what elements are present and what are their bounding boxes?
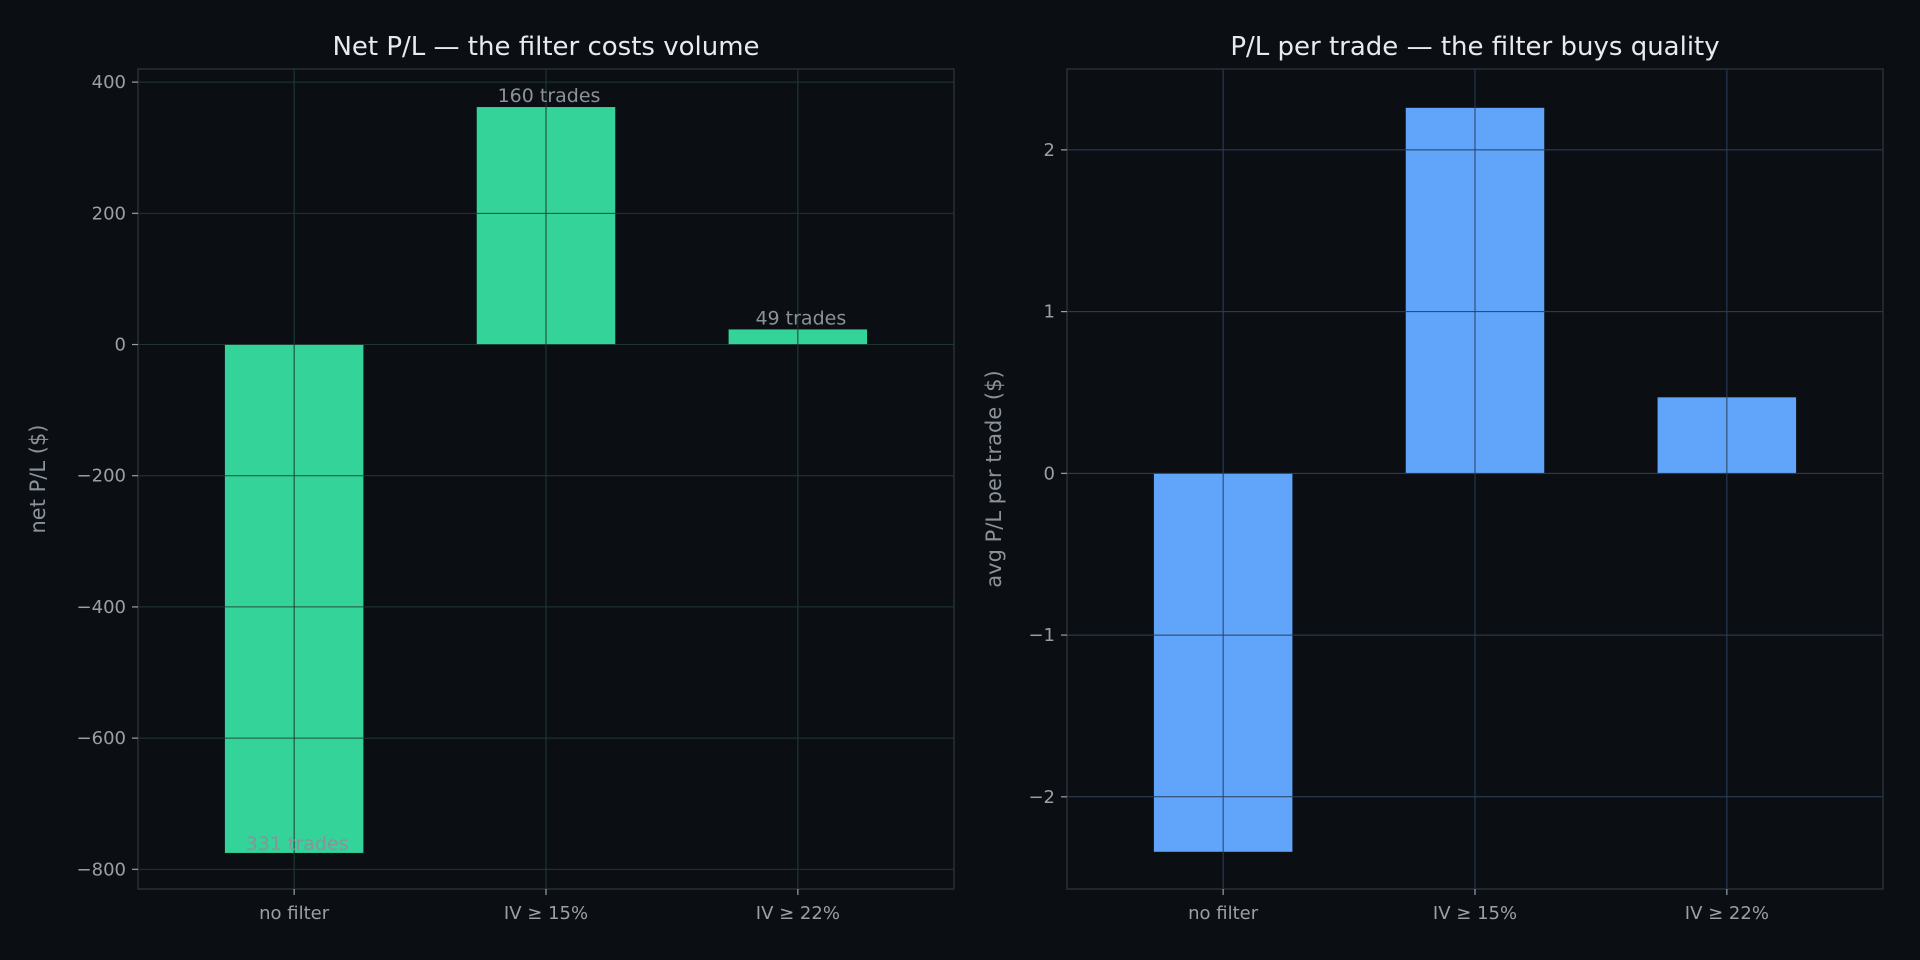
y-tick-label: 400 xyxy=(92,72,126,93)
x-tick-label: IV ≥ 15% xyxy=(504,903,588,924)
net-pl-panel: −800 −600 −400 −200 0 200 400 no filter IV ≥ 15%… xyxy=(26,32,955,924)
y-tick-label: −400 xyxy=(77,597,126,618)
chart-title: Net P/L — the filter costs volume xyxy=(332,32,759,62)
y-axis-label: net P/L ($) xyxy=(26,425,50,534)
x-tick-label: IV ≥ 22% xyxy=(1685,903,1769,924)
x-tick-label: no filter xyxy=(259,903,330,924)
bar-annotation-0: 331 trades xyxy=(246,833,349,855)
y-tick-label: 0 xyxy=(1044,463,1055,484)
y-tick-label: −2 xyxy=(1028,787,1055,808)
x-tick-label: IV ≥ 15% xyxy=(1433,903,1517,924)
y-tick-label: −200 xyxy=(77,466,126,487)
x-tick-label: no filter xyxy=(1188,903,1259,924)
y-tick-label: 0 xyxy=(115,335,126,356)
y-axis-label: avg P/L per trade ($) xyxy=(982,370,1006,587)
bar-annotation-2: 49 trades xyxy=(755,307,846,329)
y-tick-label: 200 xyxy=(92,203,126,224)
y-tick-label: 2 xyxy=(1044,140,1055,161)
y-tick-label: −600 xyxy=(77,728,126,749)
bar-annotation-1: 160 trades xyxy=(498,85,601,107)
chart-title: P/L per trade — the filter buys quality xyxy=(1230,32,1719,62)
y-tick-label: −800 xyxy=(77,859,126,880)
y-tick-label: −1 xyxy=(1028,625,1055,646)
per-trade-panel: −2 −1 0 1 2 no filter IV ≥ 15% IV ≥ 22% P/L per … xyxy=(982,32,1884,924)
y-tick-label: 1 xyxy=(1044,302,1055,323)
x-tick-label: IV ≥ 22% xyxy=(756,903,840,924)
